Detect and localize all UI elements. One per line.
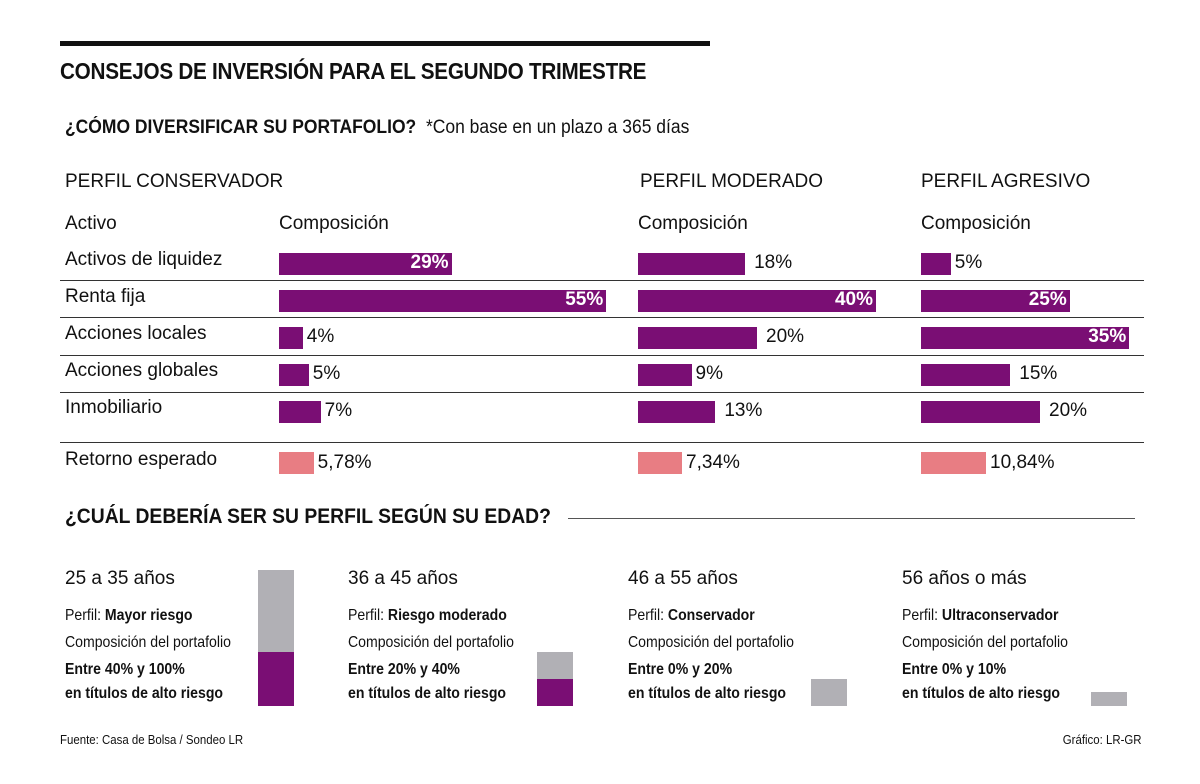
composition-label: Composición del portafolio [65,634,231,651]
range-bar-max [537,651,573,679]
row-label-retorno: Retorno esperado [65,449,218,470]
composition-label: Composición del portafolio [348,634,514,651]
composition-value-label: 29% [410,252,449,273]
age-range-label: 36 a 45 años [348,568,458,589]
row-label: Acciones locales [65,323,207,344]
row-separator [60,280,1144,281]
composition-value-label: 13% [724,400,763,421]
composition-label: Composición del portafolio [902,634,1068,651]
row-separator [60,442,1144,443]
row-label: Acciones globales [65,360,219,381]
row-separator [60,392,1144,393]
section1-heading: ¿CÓMO DIVERSIFICAR SU PORTAFOLIO? *Con b… [65,117,689,139]
composition-bar [638,327,757,349]
range-bar-max [1091,692,1127,706]
range-bar-max [811,678,847,706]
composition-label: Composición del portafolio [628,634,794,651]
composition-value-label: 5% [954,252,983,273]
age-range-label: 25 a 35 años [65,568,175,589]
composition-bar [638,364,692,386]
composition-value-label: 5% [312,363,341,384]
age-range-label: 46 a 55 años [628,568,738,589]
return-value-label: 10,84% [990,452,1055,473]
profile-name: Mayor riesgo [104,607,193,624]
return-bar [279,452,314,474]
range-bar-min [258,651,294,706]
composition-bar [921,364,1011,386]
composition-bar [638,253,746,275]
risk-range-line1: Entre 20% y 40% [348,661,460,678]
asset-column-header: Activo [65,213,117,234]
composition-bar [638,290,876,312]
composition-bar [279,401,321,423]
composition-value-label: 55% [565,289,604,310]
composition-bar [921,401,1040,423]
risk-range-line1: Entre 0% y 20% [628,661,733,678]
risk-range-line2: en títulos de alto riesgo [902,685,1061,702]
risk-range-line2: en títulos de alto riesgo [65,685,224,702]
composition-bar [279,364,309,386]
profile-line: Perfil: Conservador [628,607,755,625]
composition-bar [279,290,607,312]
risk-range-line1: Entre 40% y 100% [65,661,185,678]
composition-header-moderado: Composición [638,213,748,234]
return-value-label: 5,78% [317,452,372,473]
source-note: Fuente: Casa de Bolsa / Sondeo LR [60,732,244,747]
profile-agresivo-title: PERFIL AGRESIVO [921,171,1091,192]
composition-value-label: 40% [834,289,873,310]
section2-rule [568,518,1135,519]
row-separator [60,317,1144,318]
profile-line: Perfil: Mayor riesgo [65,607,193,625]
composition-header-conservador: Composición [279,213,389,234]
return-bar [921,452,987,474]
composition-bar [921,253,951,275]
section1-title: ¿CÓMO DIVERSIFICAR SU PORTAFOLIO? [65,117,417,138]
profile-conservador-title: PERFIL CONSERVADOR [65,171,284,192]
composition-value-label: 9% [695,363,724,384]
composition-value-label: 35% [1088,326,1127,347]
top-rule [60,41,710,46]
profile-moderado-title: PERFIL MODERADO [640,171,823,192]
section1-note: *Con base en un plazo a 365 días [425,117,690,138]
composition-header-agresivo: Composición [921,213,1031,234]
range-bar-max [258,570,294,652]
profile-line: Perfil: Riesgo moderado [348,607,507,625]
age-range-label: 56 años o más [902,568,1027,589]
infographic-title: CONSEJOS DE INVERSIÓN PARA EL SEGUNDO TR… [60,58,647,84]
composition-bar [638,401,716,423]
profile-name: Riesgo moderado [387,607,507,624]
profile-name: Conservador [667,607,755,624]
composition-bar [279,253,452,275]
composition-value-label: 20% [1049,400,1088,421]
range-bar-min [537,678,573,706]
risk-range-line2: en títulos de alto riesgo [348,685,507,702]
composition-value-label: 7% [324,400,353,421]
composition-value-label: 25% [1028,289,1067,310]
profile-prefix: Perfil: [902,607,942,624]
return-value-label: 7,34% [686,452,740,473]
profile-name: Ultraconservador [941,607,1059,624]
return-bar [638,452,683,474]
row-label: Inmobiliario [65,397,163,418]
profile-prefix: Perfil: [628,607,668,624]
profile-prefix: Perfil: [65,607,105,624]
profile-prefix: Perfil: [348,607,388,624]
row-label: Renta fija [65,286,146,307]
composition-value-label: 20% [766,326,805,347]
composition-value-label: 18% [754,252,793,273]
composition-value-label: 4% [306,326,335,347]
row-separator [60,355,1144,356]
risk-range-line1: Entre 0% y 10% [902,661,1007,678]
row-label: Activos de liquidez [65,249,223,270]
profile-line: Perfil: Ultraconservador [902,607,1059,625]
graphic-credit: Gráfico: LR-GR [1063,732,1142,747]
section2-title: ¿CUÁL DEBERÍA SER SU PERFIL SEGÚN SU EDA… [65,505,551,528]
composition-bar [921,290,1070,312]
composition-bar [279,327,303,349]
risk-range-line2: en títulos de alto riesgo [628,685,787,702]
composition-value-label: 15% [1019,363,1058,384]
composition-bar [921,327,1130,349]
